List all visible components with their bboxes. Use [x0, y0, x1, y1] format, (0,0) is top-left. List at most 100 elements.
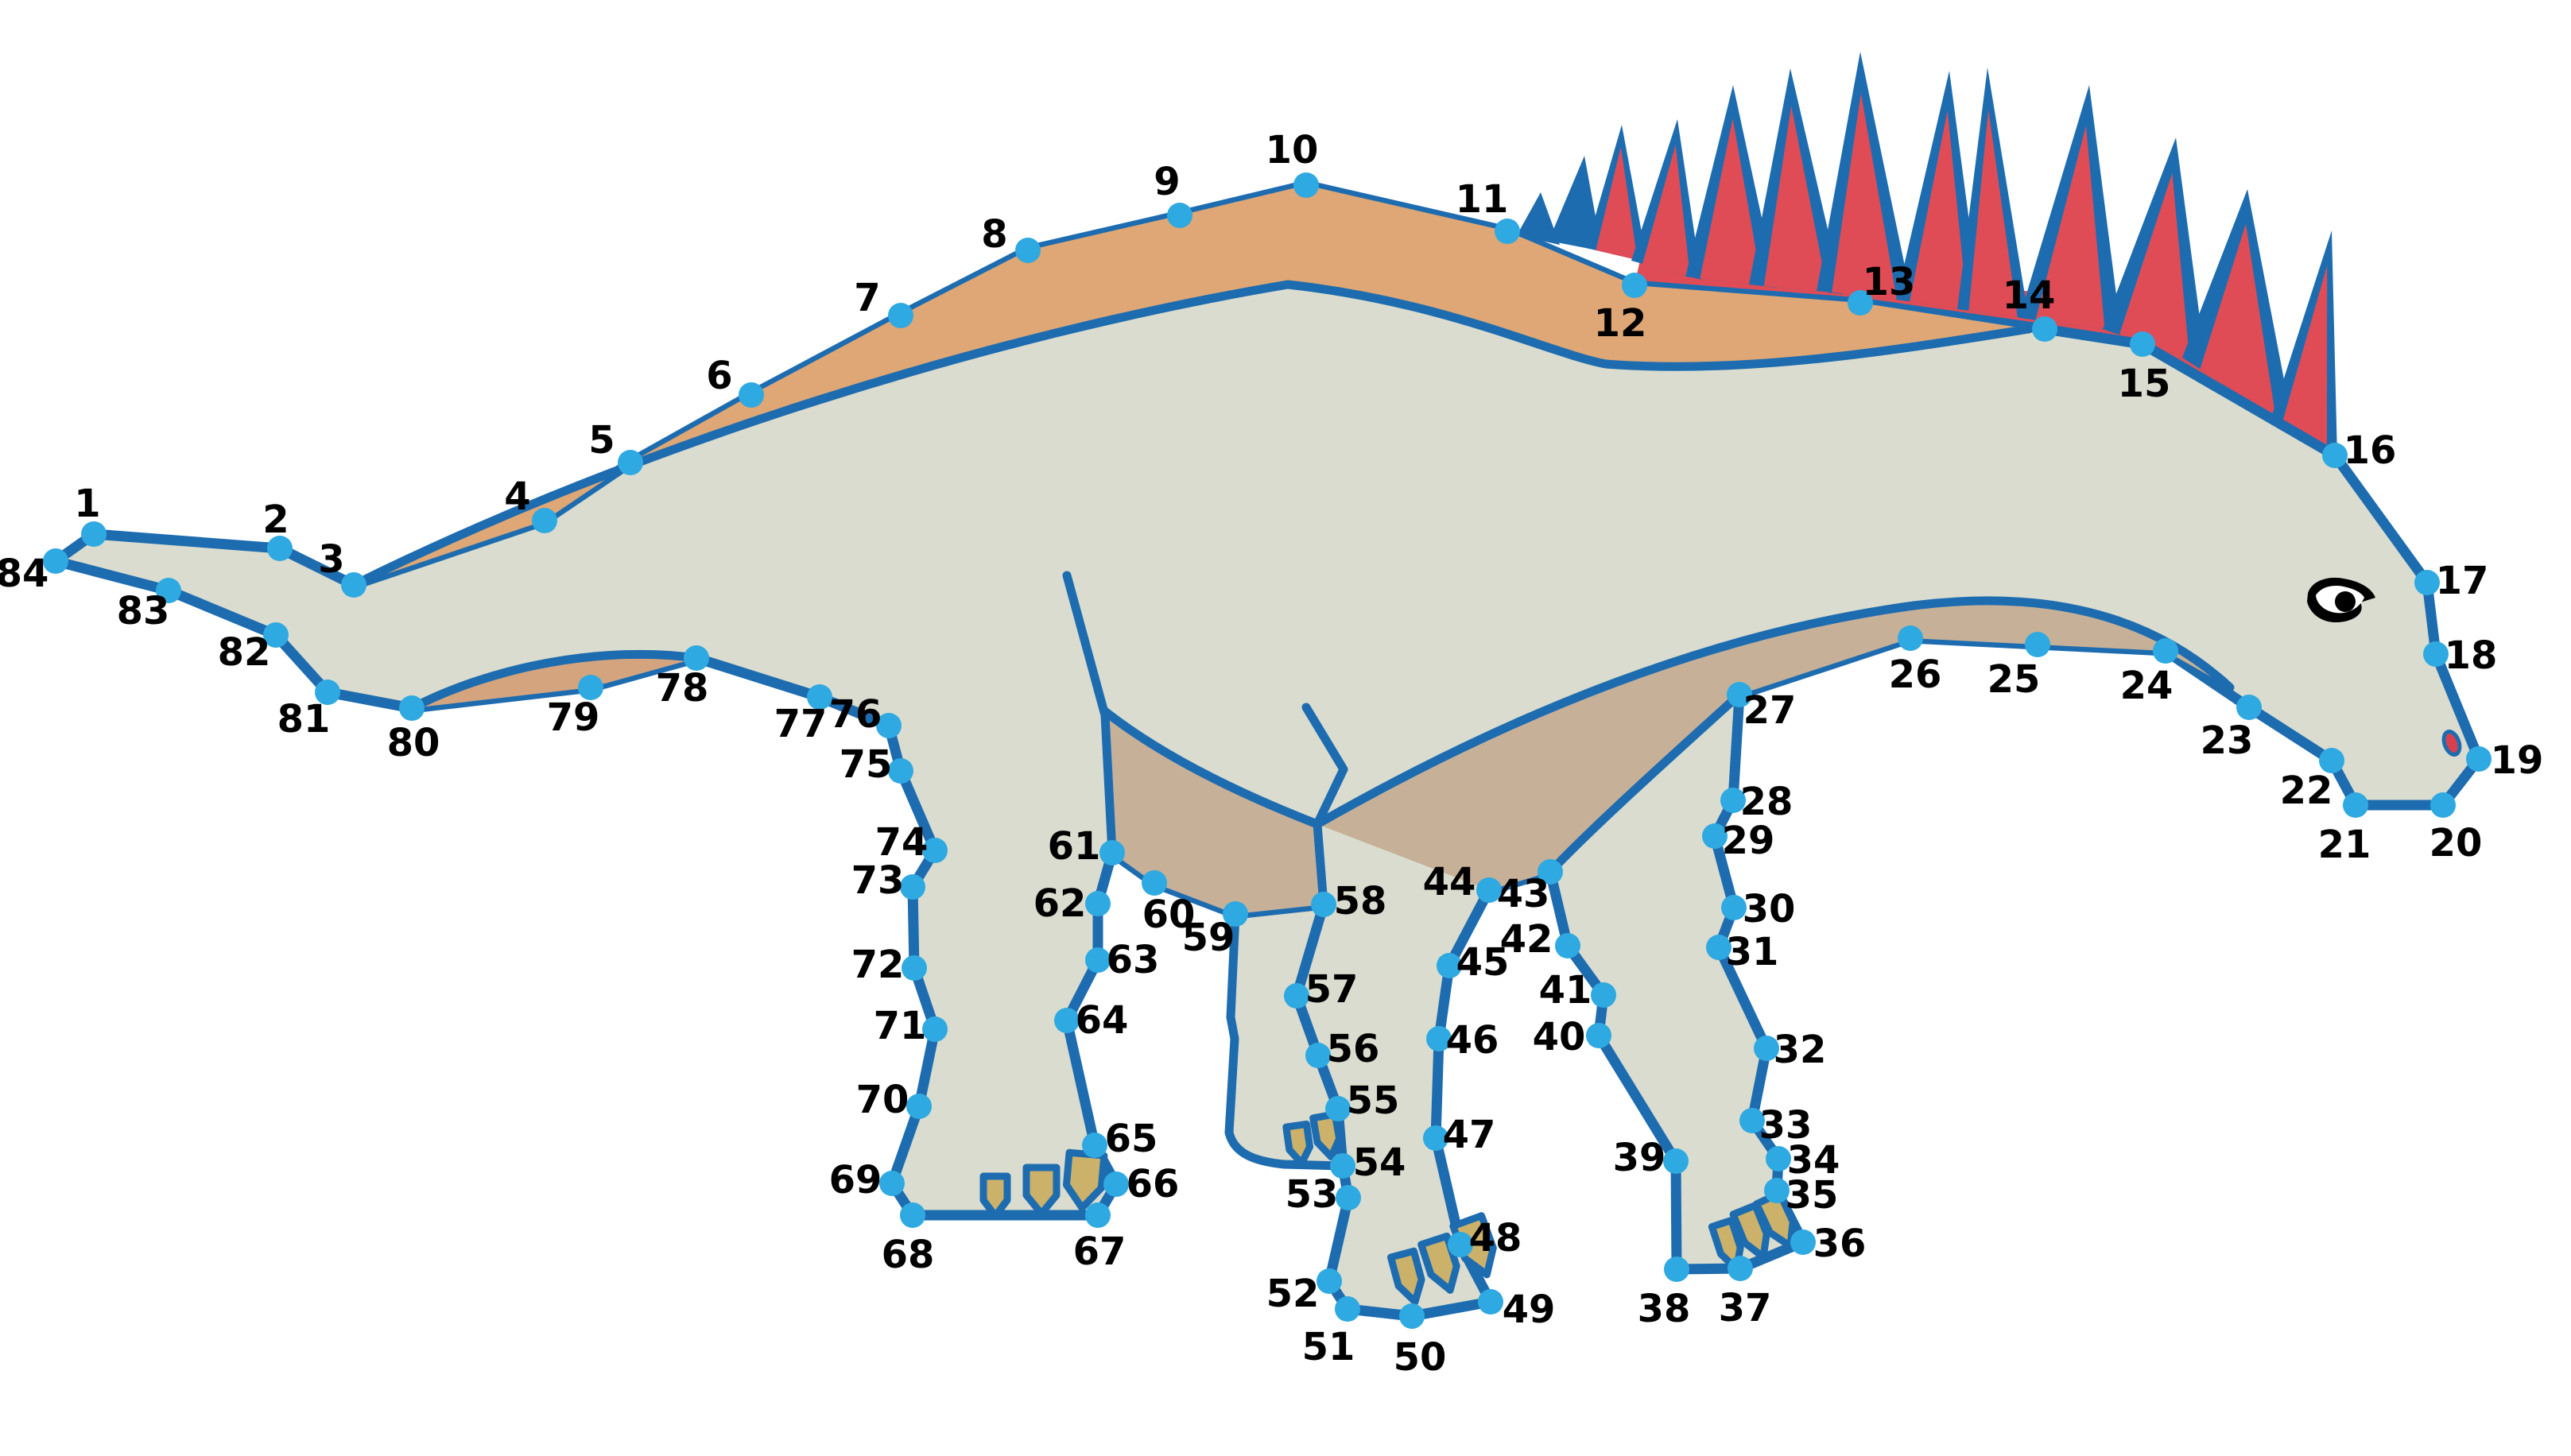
dot-47[interactable]	[1423, 1125, 1448, 1151]
dot-44[interactable]	[1476, 877, 1502, 903]
crest-spike-2	[1549, 156, 1602, 251]
dot-27[interactable]	[1727, 682, 1752, 707]
dot-71[interactable]	[922, 1016, 948, 1042]
dot-17[interactable]	[2414, 570, 2440, 595]
dot-49[interactable]	[1478, 1289, 1503, 1315]
dot-41[interactable]	[1591, 982, 1616, 1008]
dot-2[interactable]	[267, 536, 293, 561]
dot-82[interactable]	[263, 622, 289, 648]
dot-84[interactable]	[43, 548, 68, 574]
dot-5[interactable]	[618, 450, 643, 475]
dot-31[interactable]	[1706, 935, 1731, 960]
dot-52[interactable]	[1317, 1268, 1342, 1294]
dot-16[interactable]	[2322, 443, 2348, 468]
dot-21[interactable]	[2343, 792, 2368, 818]
dot-58[interactable]	[1311, 892, 1336, 917]
toe-nail-2	[1022, 1164, 1061, 1218]
dot-83[interactable]	[156, 578, 181, 603]
dot-42[interactable]	[1555, 933, 1580, 958]
dot-label-45: 45	[1456, 940, 1510, 985]
dot-63[interactable]	[1085, 947, 1111, 973]
dot-20[interactable]	[2430, 792, 2456, 818]
dot-4[interactable]	[532, 508, 557, 533]
dot-53[interactable]	[1336, 1185, 1361, 1210]
dot-3[interactable]	[341, 572, 366, 598]
dot-40[interactable]	[1586, 1023, 1611, 1048]
dot-46[interactable]	[1426, 1026, 1452, 1051]
dot-label-22: 22	[2280, 769, 2333, 813]
dot-33[interactable]	[1739, 1108, 1765, 1133]
dot-18[interactable]	[2423, 641, 2449, 667]
dot-70[interactable]	[906, 1094, 932, 1119]
dot-61[interactable]	[1099, 840, 1125, 865]
dot-37[interactable]	[1728, 1256, 1753, 1281]
dot-10[interactable]	[1293, 172, 1319, 198]
dot-30[interactable]	[1721, 895, 1747, 920]
dot-7[interactable]	[888, 303, 913, 328]
dot-72[interactable]	[902, 955, 927, 981]
dot-79[interactable]	[578, 675, 603, 700]
dot-76[interactable]	[876, 713, 902, 738]
dot-25[interactable]	[2025, 632, 2050, 657]
dot-13[interactable]	[1848, 290, 1873, 316]
dot-54[interactable]	[1330, 1153, 1355, 1179]
dot-43[interactable]	[1538, 859, 1563, 885]
dot-9[interactable]	[1167, 203, 1192, 228]
dot-15[interactable]	[2130, 331, 2155, 357]
dot-45[interactable]	[1437, 953, 1462, 978]
dot-75[interactable]	[888, 758, 913, 784]
dot-80[interactable]	[399, 695, 425, 721]
dot-label-61: 61	[1048, 824, 1101, 869]
dot-39[interactable]	[1663, 1148, 1689, 1174]
dot-24[interactable]	[2153, 638, 2178, 664]
dot-48[interactable]	[1448, 1232, 1473, 1257]
dot-65[interactable]	[1082, 1133, 1107, 1158]
dot-57[interactable]	[1284, 983, 1309, 1009]
dot-35[interactable]	[1764, 1178, 1790, 1203]
dot-77[interactable]	[807, 684, 832, 710]
dot-59[interactable]	[1223, 901, 1248, 927]
dot-label-49: 49	[1503, 1288, 1556, 1332]
dot-label-24: 24	[2120, 664, 2174, 708]
hip-belly-shading	[1317, 600, 2230, 890]
dot-78[interactable]	[684, 645, 709, 671]
neck-belly-top-line	[1313, 596, 2235, 829]
dot-81[interactable]	[315, 680, 340, 705]
dot-38[interactable]	[1664, 1257, 1689, 1282]
dot-69[interactable]	[879, 1171, 905, 1196]
dot-32[interactable]	[1754, 1036, 1779, 1061]
dot-60[interactable]	[1142, 870, 1167, 896]
dot-label-46: 46	[1446, 1018, 1499, 1063]
dot-6[interactable]	[739, 382, 764, 408]
dot-11[interactable]	[1495, 219, 1520, 244]
dot-62[interactable]	[1085, 891, 1111, 916]
dot-36[interactable]	[1790, 1229, 1816, 1255]
dot-66[interactable]	[1103, 1171, 1129, 1197]
dot-14[interactable]	[2032, 316, 2057, 342]
dot-55[interactable]	[1325, 1096, 1351, 1121]
dot-64[interactable]	[1054, 1008, 1080, 1033]
dot-1[interactable]	[81, 521, 107, 547]
dot-51[interactable]	[1335, 1296, 1360, 1322]
dot-34[interactable]	[1766, 1146, 1791, 1171]
dot-74[interactable]	[922, 838, 948, 863]
dot-label-55: 55	[1347, 1078, 1400, 1123]
dot-26[interactable]	[1898, 625, 1923, 651]
dot-23[interactable]	[2236, 695, 2262, 720]
dot-label-29: 29	[1722, 819, 1775, 863]
dot-50[interactable]	[1399, 1303, 1425, 1329]
dot-label-72: 72	[851, 943, 905, 987]
crest-spike-red-3	[1596, 146, 1638, 261]
dot-label-76: 76	[829, 692, 882, 737]
dot-56[interactable]	[1305, 1043, 1331, 1068]
dot-19[interactable]	[2466, 746, 2492, 772]
dot-67[interactable]	[1085, 1202, 1111, 1228]
dot-label-33: 33	[1759, 1103, 1813, 1148]
dot-73[interactable]	[900, 874, 925, 900]
dot-12[interactable]	[1622, 273, 1647, 298]
dot-68[interactable]	[900, 1202, 925, 1228]
dot-29[interactable]	[1702, 823, 1728, 849]
dot-8[interactable]	[1015, 238, 1041, 263]
dot-22[interactable]	[2319, 748, 2344, 773]
dot-28[interactable]	[1720, 788, 1746, 813]
